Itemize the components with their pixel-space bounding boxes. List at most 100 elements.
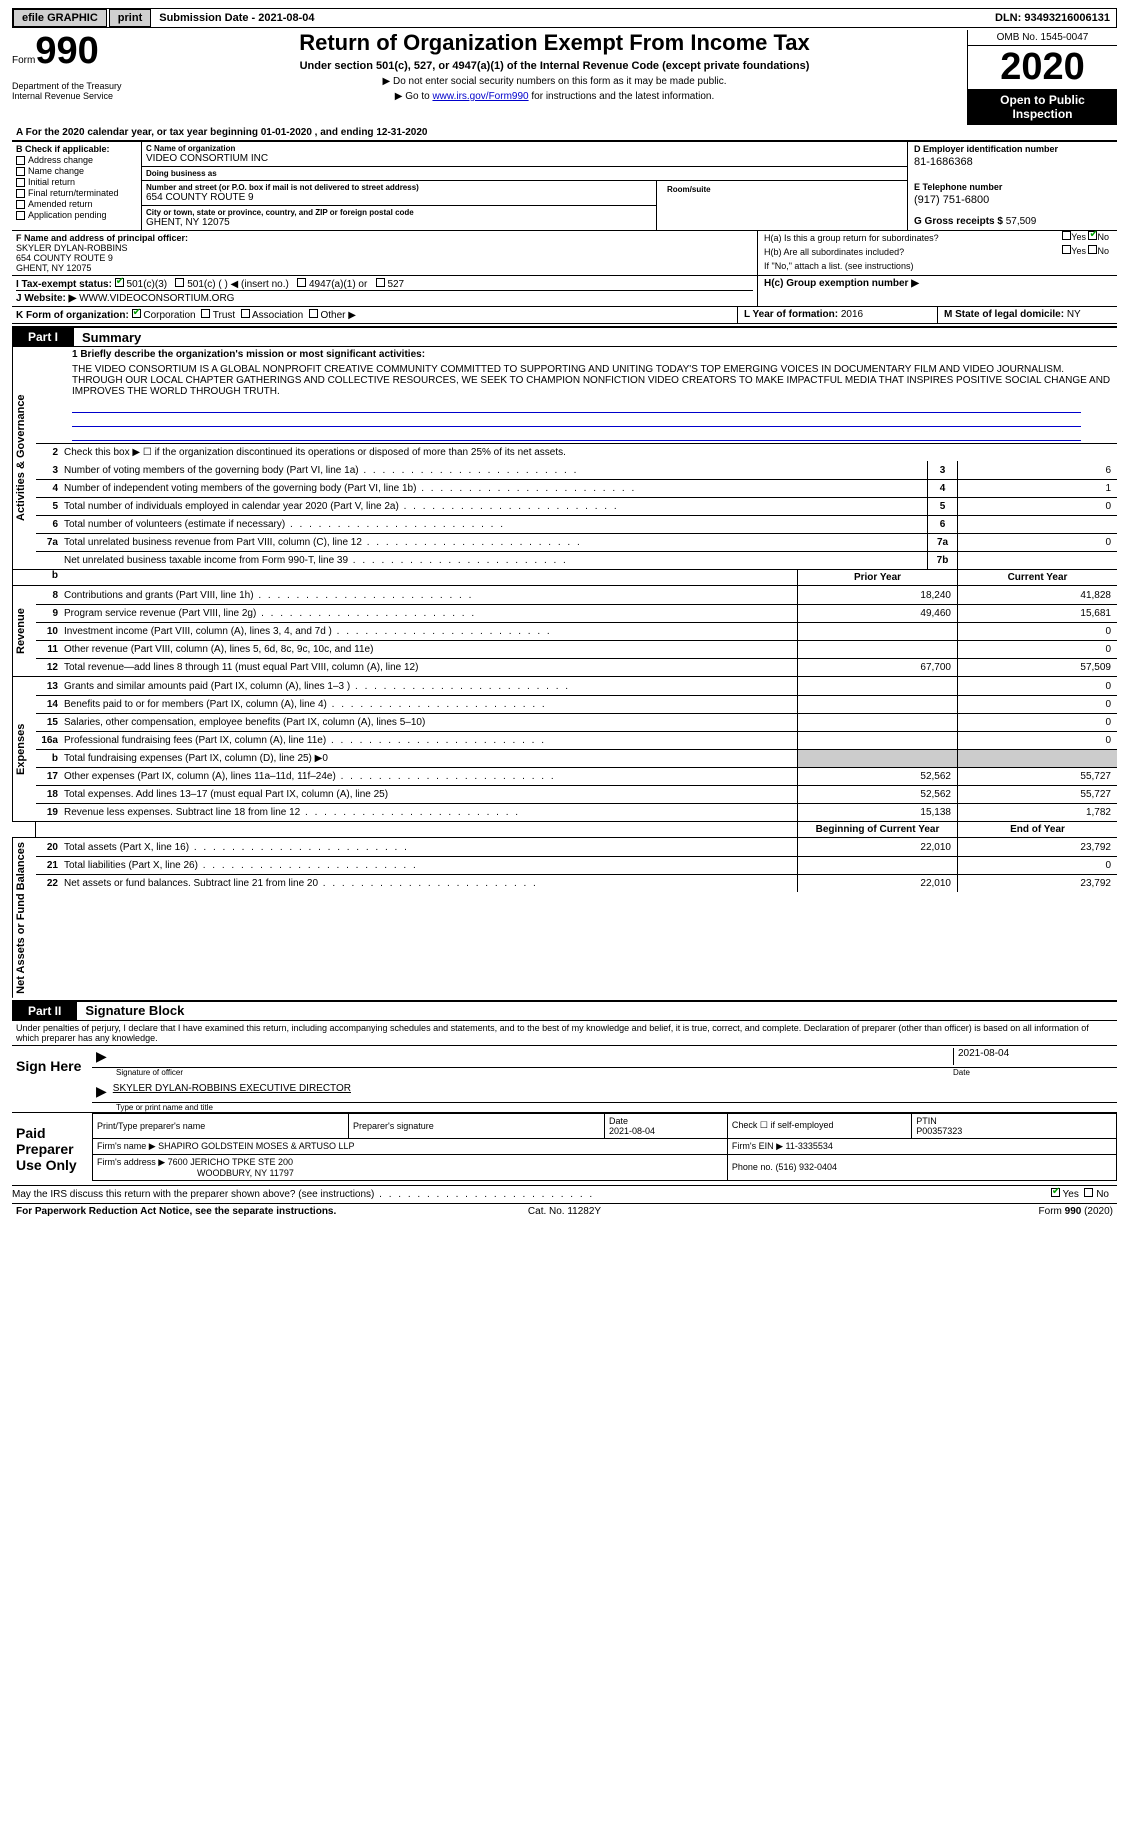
line-11: Other revenue (Part VIII, column (A), li… <box>64 642 797 657</box>
footer-center: Cat. No. 11282Y <box>382 1206 748 1217</box>
prep-sig-label: Preparer's signature <box>349 1113 605 1138</box>
street-label: Number and street (or P.O. box if mail i… <box>146 183 652 192</box>
hb-label: H(b) Are all subordinates included? <box>758 245 1054 259</box>
irs-link[interactable]: www.irs.gov/Form990 <box>432 91 528 102</box>
public-inspection-badge: Open to PublicInspection <box>968 89 1117 125</box>
501c-checkbox[interactable] <box>175 278 184 287</box>
amended-return-checkbox[interactable] <box>16 200 25 209</box>
footer-left: For Paperwork Reduction Act Notice, see … <box>16 1206 382 1217</box>
part2-title: Signature Block <box>77 1003 184 1018</box>
website-notice: ▶ Go to www.irs.gov/Form990 for instruct… <box>142 91 967 102</box>
line-6: Total number of volunteers (estimate if … <box>64 517 927 532</box>
form-number: Form990 <box>12 30 142 73</box>
ssn-notice: ▶ Do not enter social security numbers o… <box>142 76 967 87</box>
vtab-expenses: Expenses <box>12 677 36 821</box>
end-year-hdr: End of Year <box>957 822 1117 837</box>
vtab-net-assets: Net Assets or Fund Balances <box>12 838 36 998</box>
vtab-revenue: Revenue <box>12 586 36 676</box>
prep-date: 2021-08-04 <box>609 1126 655 1136</box>
line-22: Net assets or fund balances. Subtract li… <box>64 876 797 891</box>
name-change-checkbox[interactable] <box>16 167 25 176</box>
sig-officer-label: Signature of officer <box>116 1068 953 1077</box>
firm-phone: (516) 932-0404 <box>775 1162 837 1172</box>
form-title: Return of Organization Exempt From Incom… <box>142 30 967 56</box>
paid-preparer-label: Paid Preparer Use Only <box>12 1113 92 1185</box>
line-3-val: 6 <box>957 461 1117 479</box>
omb-number: OMB No. 1545-0047 <box>968 30 1117 46</box>
ha-no-checkbox[interactable] <box>1088 231 1097 240</box>
line-18: Total expenses. Add lines 13–17 (must eq… <box>64 787 797 802</box>
print-button[interactable]: print <box>109 9 151 27</box>
self-employed-check: Check ☐ if self-employed <box>727 1113 911 1138</box>
ein-label: D Employer identification number <box>914 144 1111 154</box>
begin-year-hdr: Beginning of Current Year <box>797 822 957 837</box>
line-8: Contributions and grants (Part VIII, lin… <box>64 588 797 603</box>
firm-address1: 7600 JERICHO TPKE STE 200 <box>168 1157 293 1167</box>
hb-note: If "No," attach a list. (see instruction… <box>758 259 1117 273</box>
discuss-yes-checkbox[interactable] <box>1051 1188 1060 1197</box>
discuss-no-checkbox[interactable] <box>1084 1188 1093 1197</box>
section-a-tax-year: A For the 2020 calendar year, or tax yea… <box>12 125 1117 141</box>
tax-exempt-row: I Tax-exempt status: 501(c)(3) 501(c) ( … <box>16 278 753 290</box>
mission-label: 1 Briefly describe the organization's mi… <box>36 347 1117 362</box>
tax-year: 2020 <box>968 46 1117 89</box>
firm-address2: WOODBURY, NY 11797 <box>97 1168 294 1178</box>
association-checkbox[interactable] <box>241 309 250 318</box>
line-7b: Net unrelated business taxable income fr… <box>64 553 927 568</box>
officer-name-title: SKYLER DYLAN-ROBBINS EXECUTIVE DIRECTOR <box>113 1083 351 1100</box>
gross-receipts: G Gross receipts $ 57,509 <box>914 216 1111 227</box>
dln-label: DLN: 93493216006131 <box>989 10 1116 26</box>
part1-tab: Part I <box>12 328 74 346</box>
city-label: City or town, state or province, country… <box>146 208 652 217</box>
part1-title: Summary <box>74 330 141 345</box>
officer-city: GHENT, NY 12075 <box>16 263 753 273</box>
state-domicile: M State of legal domicile: NY <box>937 307 1117 323</box>
prep-name-label: Print/Type preparer's name <box>93 1113 349 1138</box>
ptin-value: P00357323 <box>916 1126 962 1136</box>
line-5-val: 0 <box>957 498 1117 515</box>
line-20: Total assets (Part X, line 16) <box>64 840 797 855</box>
sign-here-label: Sign Here <box>12 1046 92 1112</box>
line-16b: Total fundraising expenses (Part IX, col… <box>64 751 797 766</box>
initial-return-checkbox[interactable] <box>16 178 25 187</box>
line-9: Program service revenue (Part VIII, line… <box>64 606 797 621</box>
efile-graphic-button[interactable]: efile GRAPHIC <box>13 9 107 27</box>
line-16a: Professional fundraising fees (Part IX, … <box>64 733 797 748</box>
city-value: GHENT, NY 12075 <box>146 217 652 228</box>
part2-tab: Part II <box>12 1002 77 1020</box>
phone-label: E Telephone number <box>914 182 1111 192</box>
line-4: Number of independent voting members of … <box>64 481 927 496</box>
line-14: Benefits paid to or for members (Part IX… <box>64 697 797 712</box>
mission-text: THE VIDEO CONSORTIUM IS A GLOBAL NONPROF… <box>36 362 1117 399</box>
trust-checkbox[interactable] <box>201 309 210 318</box>
application-pending-checkbox[interactable] <box>16 211 25 220</box>
ha-yes-checkbox[interactable] <box>1062 231 1071 240</box>
footer-right: Form 990 (2020) <box>747 1206 1113 1217</box>
527-checkbox[interactable] <box>376 278 385 287</box>
vtab-governance: Activities & Governance <box>12 347 36 569</box>
firm-name: SHAPIRO GOLDSTEIN MOSES & ARTUSO LLP <box>158 1141 354 1151</box>
ein-value: 81-1686368 <box>914 154 1111 170</box>
phone-value: (917) 751-6800 <box>914 192 1111 208</box>
room-label: Room/suite <box>667 185 897 194</box>
4947-checkbox[interactable] <box>297 278 306 287</box>
line-13: Grants and similar amounts paid (Part IX… <box>64 679 797 694</box>
hb-yes-checkbox[interactable] <box>1062 245 1071 254</box>
year-formation: L Year of formation: 2016 <box>737 307 937 323</box>
dept-label: Department of the Treasury Internal Reve… <box>12 81 142 101</box>
firm-ein: 11-3335534 <box>786 1141 833 1151</box>
other-checkbox[interactable] <box>309 309 318 318</box>
corporation-checkbox[interactable] <box>132 309 141 318</box>
website-row: J Website: ▶ WWW.VIDEOCONSORTIUM.ORG <box>16 290 753 304</box>
501c3-checkbox[interactable] <box>115 278 124 287</box>
current-year-hdr: Current Year <box>957 570 1117 585</box>
box-b-check-applicable: B Check if applicable: Address change Na… <box>12 142 142 230</box>
line-19: Revenue less expenses. Subtract line 18 … <box>64 805 797 820</box>
final-return-checkbox[interactable] <box>16 189 25 198</box>
street-value: 654 COUNTY ROUTE 9 <box>146 192 652 203</box>
address-change-checkbox[interactable] <box>16 156 25 165</box>
org-name-value: VIDEO CONSORTIUM INC <box>146 153 903 164</box>
form-of-org-row: K Form of organization: Corporation Trus… <box>12 307 737 323</box>
line-7b-val <box>957 552 1117 569</box>
officer-street: 654 COUNTY ROUTE 9 <box>16 253 753 263</box>
